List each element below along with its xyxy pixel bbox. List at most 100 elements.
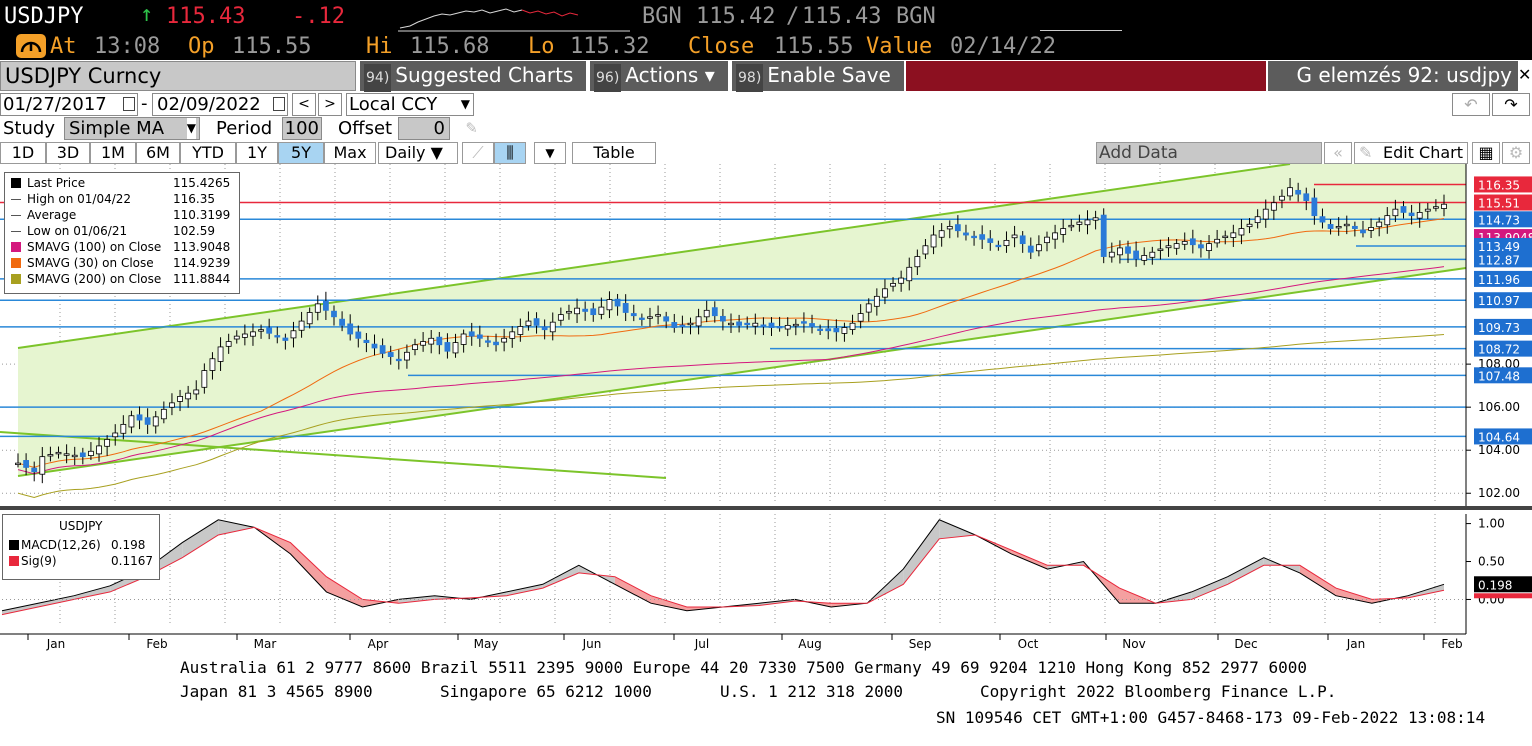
offset-input[interactable]: 0 bbox=[398, 117, 450, 140]
candle bbox=[144, 417, 151, 425]
candle bbox=[1076, 221, 1083, 225]
candle bbox=[1084, 219, 1091, 226]
x-axis-label: Feb bbox=[1441, 637, 1462, 651]
candle bbox=[1157, 248, 1164, 251]
period-label: Period bbox=[216, 118, 273, 139]
candle bbox=[930, 234, 937, 248]
next-period-button[interactable]: > bbox=[318, 93, 342, 116]
study-select[interactable]: Simple MA ▼ bbox=[64, 117, 200, 140]
timeframe-1d[interactable]: 1D bbox=[0, 142, 46, 164]
x-axis-label: Apr bbox=[368, 637, 389, 651]
start-date: 01/27/2017 bbox=[3, 94, 107, 115]
candle bbox=[995, 244, 1002, 248]
upper-trendline bbox=[17, 164, 1291, 349]
start-date-field[interactable]: 01/27/2017 bbox=[0, 93, 138, 116]
suggested-charts-button[interactable]: 94) Suggested Charts bbox=[360, 61, 586, 92]
study-value: Simple MA bbox=[69, 118, 165, 139]
gear-icon[interactable]: ⚙ bbox=[1502, 142, 1530, 164]
candle bbox=[258, 329, 264, 332]
price-axis-label: 106.00 bbox=[1478, 400, 1520, 414]
collapse-icon[interactable]: « bbox=[1324, 142, 1352, 164]
x-axis-year-label: 2021 bbox=[637, 651, 668, 652]
pencil-icon[interactable]: ✎ bbox=[466, 117, 477, 138]
chart-area[interactable]: 102.00104.00106.00108.00116.35115.51114.… bbox=[0, 164, 1532, 652]
prev-period-button[interactable]: < bbox=[292, 93, 316, 116]
period-input[interactable]: 100 bbox=[282, 117, 322, 140]
calendar-icon[interactable] bbox=[123, 97, 135, 111]
frequency-select[interactable]: Daily ▼ bbox=[378, 142, 458, 164]
candle bbox=[1027, 245, 1034, 253]
line-chart-icon[interactable]: ⟋ bbox=[462, 142, 494, 164]
security-field[interactable]: USDJPY Curncy bbox=[0, 61, 356, 91]
signal-value-marker bbox=[1474, 593, 1532, 599]
redo-button[interactable]: ↷ bbox=[1492, 93, 1530, 116]
undo-button[interactable]: ↶ bbox=[1452, 93, 1490, 116]
timeframe-1y[interactable]: 1Y bbox=[236, 142, 278, 164]
candle bbox=[711, 307, 718, 317]
chart-type-dropdown[interactable]: ▼ bbox=[534, 142, 566, 164]
currency-select[interactable]: Local CCY ▼ bbox=[346, 93, 474, 116]
candle bbox=[298, 320, 305, 331]
legend-label: Low on 01/06/21 bbox=[27, 224, 128, 238]
bar-chart-icon[interactable]: ⫼ bbox=[494, 142, 526, 164]
legend-value: 116.35 bbox=[173, 192, 215, 206]
candle bbox=[395, 358, 402, 362]
candle bbox=[784, 324, 791, 330]
footer-copyright: Copyright 2022 Bloomberg Finance L.P. bbox=[980, 682, 1337, 701]
candle bbox=[1432, 206, 1439, 209]
close-icon[interactable]: ✕ bbox=[1518, 61, 1532, 91]
candle bbox=[379, 345, 386, 354]
chart-settings-icon[interactable]: ▦ bbox=[1472, 142, 1500, 164]
bid-ask-separator: / bbox=[786, 4, 800, 29]
candle bbox=[23, 460, 30, 468]
candle bbox=[1287, 187, 1293, 197]
timeframe-3d[interactable]: 3D bbox=[46, 142, 90, 164]
timeframe-5y[interactable]: 5Y bbox=[278, 142, 324, 164]
candle bbox=[1424, 208, 1431, 212]
edit-chart-button[interactable]: ✎ Edit Chart bbox=[1354, 142, 1468, 164]
legend-value: 110.3199 bbox=[173, 208, 231, 222]
legend-label: SMAVG (30) on Close bbox=[27, 256, 154, 270]
candle bbox=[517, 326, 524, 335]
gauge-icon[interactable] bbox=[16, 34, 46, 58]
price-label-box bbox=[1474, 318, 1532, 335]
macd-histogram-fill bbox=[903, 519, 940, 585]
open-value: 115.55 bbox=[232, 34, 312, 59]
candle bbox=[88, 450, 94, 456]
price-label-text: 110.97 bbox=[1478, 294, 1520, 308]
offset-label: Offset bbox=[338, 118, 393, 139]
candle bbox=[1206, 243, 1212, 251]
timeframe-6m[interactable]: 6M bbox=[136, 142, 180, 164]
price-label-box bbox=[1474, 270, 1532, 287]
legend-value: 102.59 bbox=[173, 224, 215, 238]
timeframe-max[interactable]: Max bbox=[324, 142, 376, 164]
timeframe-1m[interactable]: 1M bbox=[90, 142, 136, 164]
candle bbox=[1141, 255, 1148, 261]
candle bbox=[282, 337, 289, 341]
candle bbox=[225, 341, 232, 347]
candle bbox=[541, 326, 548, 331]
legend-label: Average bbox=[27, 208, 77, 222]
candle bbox=[744, 322, 751, 326]
sparkline bbox=[398, 8, 630, 32]
candle bbox=[169, 402, 175, 408]
macd-histogram-fill bbox=[939, 519, 976, 539]
candle bbox=[1230, 232, 1237, 238]
price-legend: Last Price 115.4265 High on 01/04/22 116.35… bbox=[4, 172, 240, 294]
add-data-input[interactable]: Add Data bbox=[1096, 142, 1322, 164]
ask-source: BGN bbox=[896, 4, 936, 29]
legend-label: SMAVG (100) on Close bbox=[27, 240, 162, 254]
end-date-field[interactable]: 02/09/2022 bbox=[152, 93, 288, 116]
enable-save-button[interactable]: 98) Enable Save bbox=[732, 61, 904, 92]
calendar-icon[interactable] bbox=[273, 97, 285, 111]
candle bbox=[752, 322, 759, 327]
actions-button[interactable]: 96) Actions ▾ bbox=[590, 61, 728, 92]
candle bbox=[1319, 216, 1326, 223]
price-label-text: 111.96 bbox=[1478, 273, 1520, 287]
price-label-box bbox=[1474, 211, 1532, 228]
timeframe-ytd[interactable]: YTD bbox=[180, 142, 236, 164]
value-date-label: Value bbox=[866, 34, 933, 59]
candle bbox=[987, 238, 994, 243]
candle bbox=[1181, 241, 1188, 245]
table-button[interactable]: Table bbox=[572, 142, 656, 164]
